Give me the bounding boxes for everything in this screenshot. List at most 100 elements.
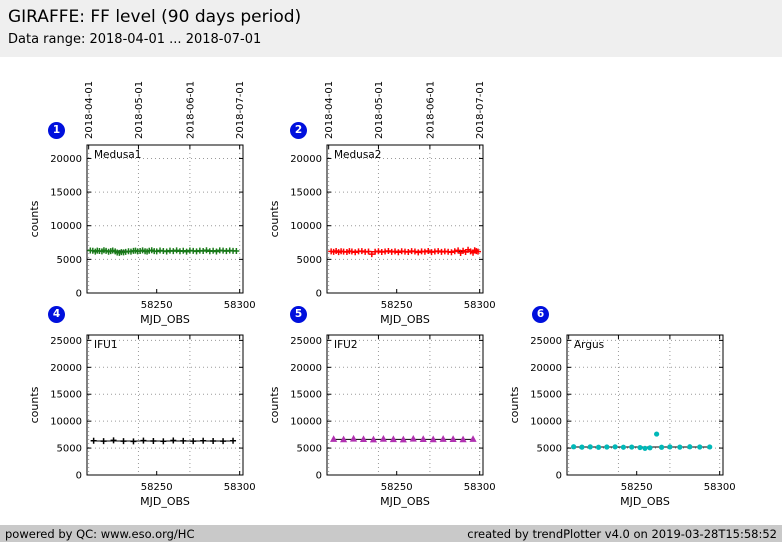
x-tick-label: 58300 — [464, 482, 496, 493]
chart-panel-ifu1: 0 5000 10000 15000 20000 25000 58250 58300 count… — [25, 323, 259, 525]
y-tick-label: 20000 — [290, 363, 322, 374]
x-tick-label: 58300 — [224, 482, 256, 493]
data-point — [230, 437, 237, 444]
data-point — [587, 444, 593, 450]
data-point — [153, 248, 160, 255]
x-tick-label: 58250 — [381, 482, 413, 493]
y-tick-label: 25000 — [290, 336, 322, 347]
plot-link-badge-5[interactable]: 5 — [290, 306, 307, 323]
data-point — [160, 438, 167, 445]
data-point — [642, 445, 648, 451]
date-tick-label: 2018-06-01 — [185, 81, 196, 139]
data-point — [429, 435, 437, 443]
date-tick-label: 2018-05-01 — [374, 81, 385, 139]
series-label: Medusa1 — [94, 149, 141, 161]
data-point — [170, 437, 177, 444]
data-point — [180, 437, 187, 444]
series-label: Argus — [574, 339, 604, 351]
data-point — [612, 444, 618, 450]
data-point — [697, 444, 703, 450]
date-tick-label: 2018-04-01 — [84, 81, 95, 139]
footer-qc-credit: powered by QC: www.eso.org/HC — [5, 526, 195, 541]
data-point — [604, 444, 610, 450]
y-tick-label: 15000 — [530, 390, 562, 401]
plot-link-badge-6[interactable]: 6 — [532, 306, 549, 323]
data-point — [130, 438, 137, 445]
x-tick-label: 58250 — [621, 482, 653, 493]
data-point — [629, 444, 635, 450]
data-point — [459, 435, 467, 443]
x-tick-label: 58250 — [141, 482, 173, 493]
y-tick-label: 5000 — [297, 444, 322, 455]
data-point — [203, 247, 210, 254]
data-point — [637, 444, 643, 451]
plot-frame — [326, 144, 484, 294]
y-tick-label: 20000 — [530, 363, 562, 374]
data-point — [677, 444, 683, 450]
data-point — [339, 435, 348, 443]
y-axis-label: counts — [28, 200, 41, 237]
y-tick-label: 10000 — [50, 417, 82, 428]
y-tick-label: 20000 — [50, 363, 82, 374]
y-tick-label: 15000 — [290, 390, 322, 401]
data-point — [213, 248, 220, 255]
data-point — [150, 438, 157, 445]
series-label: IFU2 — [334, 339, 358, 351]
data-point — [190, 438, 197, 445]
plot-frame — [326, 334, 484, 476]
data-point — [379, 435, 388, 442]
data-point — [110, 437, 117, 444]
series-label: Medusa2 — [334, 149, 381, 161]
x-tick-label: 58300 — [464, 300, 496, 311]
y-tick-label: 5000 — [57, 444, 82, 455]
y-axis-label: counts — [268, 200, 281, 237]
data-point — [687, 444, 693, 450]
data-point — [449, 435, 457, 442]
plot-medusa1: 0 5000 10000 15000 20000 58250 58300 2018-04-01… — [28, 81, 256, 326]
data-point — [647, 445, 653, 451]
data-point — [173, 247, 180, 254]
data-point — [654, 431, 660, 437]
data-point — [120, 438, 127, 445]
x-axis-label: MJD_OBS — [380, 313, 430, 326]
plot-ifu2: 0 5000 10000 15000 20000 25000 58250 58300 count… — [268, 334, 496, 508]
y-tick-label: 15000 — [50, 188, 82, 199]
y-tick-label: 5000 — [537, 444, 562, 455]
data-point — [425, 247, 432, 254]
data-point — [330, 435, 338, 442]
report-header: GIRAFFE: FF level (90 days period) Data … — [0, 0, 782, 57]
plot-ifu1: 0 5000 10000 15000 20000 25000 58250 58300 count… — [28, 334, 256, 508]
y-tick-label: 10000 — [50, 221, 82, 232]
plot-link-badge-1[interactable]: 1 — [48, 122, 65, 139]
data-point — [163, 248, 170, 255]
data-point — [595, 444, 602, 450]
y-tick-label: 15000 — [50, 390, 82, 401]
y-tick-label: 25000 — [50, 336, 82, 347]
data-point — [365, 248, 372, 255]
data-point — [100, 438, 107, 445]
data-point — [210, 437, 217, 444]
data-point — [389, 435, 397, 443]
x-tick-label: 58300 — [224, 300, 256, 311]
plot-link-badge-2[interactable]: 2 — [290, 122, 307, 139]
data-point — [220, 438, 227, 445]
data-point — [180, 247, 187, 254]
data-point — [183, 248, 190, 255]
footer-generator-credit: created by trendPlotter v4.0 on 2019-03-… — [467, 526, 777, 541]
plot-frame — [86, 334, 244, 476]
data-point — [233, 248, 240, 255]
y-tick-label: 5000 — [297, 255, 322, 266]
plot-argus: 0 5000 10000 15000 20000 25000 58250 58300 count… — [508, 334, 736, 508]
data-point — [469, 435, 477, 442]
plot-link-badge-4[interactable]: 4 — [48, 306, 65, 323]
y-tick-label: 15000 — [290, 188, 322, 199]
chart-panel-argus: 0 5000 10000 15000 20000 25000 58250 58300 count… — [505, 323, 739, 525]
data-point — [405, 248, 412, 255]
y-tick-label: 20000 — [290, 154, 322, 165]
y-tick-label: 5000 — [57, 255, 82, 266]
date-range-subtitle: Data range: 2018-04-01 ... 2018-07-01 — [8, 32, 262, 47]
data-point — [90, 437, 97, 444]
x-tick-label: 58300 — [704, 482, 736, 493]
chart-panel-medusa2: 0 5000 10000 15000 20000 58250 58300 2018-04-01… — [265, 81, 499, 343]
